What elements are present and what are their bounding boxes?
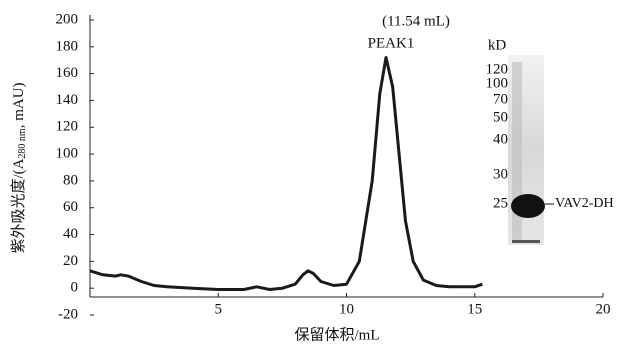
y-tick-label: 60 bbox=[63, 199, 78, 215]
x-tick-label: 15 bbox=[467, 301, 482, 317]
y-tick-label: 80 bbox=[63, 172, 78, 188]
x-tick-label: 20 bbox=[596, 301, 611, 317]
y-tick-label: 200 bbox=[56, 11, 79, 27]
gel-band bbox=[511, 194, 545, 218]
gel-marker-label: 40 bbox=[493, 131, 508, 147]
y-tick-label: 0 bbox=[71, 280, 79, 296]
gel-marker-label: 25 bbox=[493, 195, 508, 211]
x-tick-label: 10 bbox=[339, 301, 354, 317]
gel-unit-label: kD bbox=[488, 37, 507, 53]
chart: (11.54 mL) PEAK1 保留体积/mL 紫外吸光度/(A280 nm,… bbox=[0, 0, 624, 346]
y-tick-label: -20 bbox=[58, 306, 78, 322]
y-tick-label: 140 bbox=[56, 92, 79, 108]
annotation-peak: PEAK1 bbox=[368, 35, 415, 51]
annotation-volume: (11.54 mL) bbox=[382, 13, 450, 29]
y-tick-label: 160 bbox=[56, 65, 79, 81]
y-tick-label: 100 bbox=[56, 146, 79, 162]
gel-band-label: VAV2-DH bbox=[555, 196, 614, 211]
gel-marker-label: 70 bbox=[493, 91, 508, 107]
gel-dye-front bbox=[512, 240, 540, 243]
y-tick-label: 20 bbox=[63, 253, 78, 269]
gel-marker-label: 100 bbox=[486, 75, 509, 91]
x-tick-label: 5 bbox=[215, 301, 223, 317]
y-tick-label: 40 bbox=[63, 226, 78, 242]
y-tick-label: 120 bbox=[56, 119, 79, 135]
gel-marker-label: 50 bbox=[493, 109, 508, 125]
trace-line bbox=[90, 58, 482, 290]
y-tick-label: 180 bbox=[56, 38, 79, 54]
y-axis-label: 紫外吸光度/(A280 nm, mAU) bbox=[10, 82, 28, 253]
gel-marker-label: 30 bbox=[493, 166, 508, 182]
gel-inset bbox=[508, 55, 554, 245]
x-axis-label: 保留体积/mL bbox=[295, 326, 380, 343]
